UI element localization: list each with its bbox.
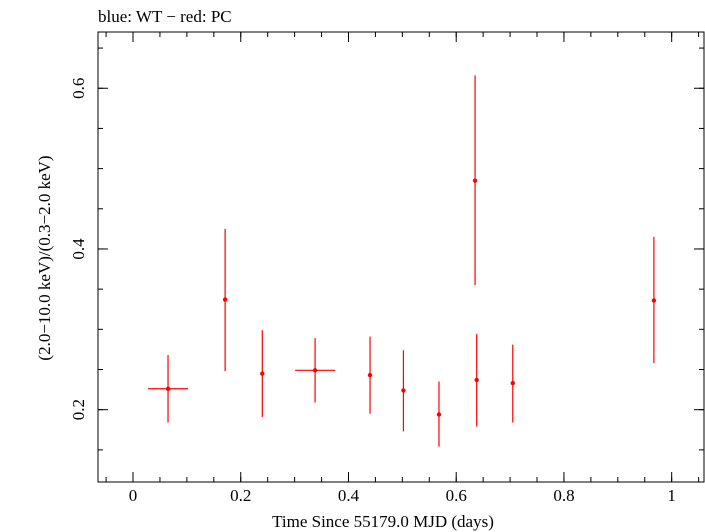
- y-tick-label: 0.6: [69, 78, 88, 99]
- data-point: [651, 236, 657, 364]
- x-axis-label: Time Since 55179.0 MJD (days): [272, 512, 494, 531]
- data-point: [260, 330, 265, 417]
- x-tick-label: 0.4: [338, 486, 360, 505]
- chart-title: blue: WT − red: PC: [98, 7, 232, 26]
- data-marker: [165, 386, 171, 391]
- data-marker: [312, 368, 318, 373]
- data-point: [401, 350, 406, 432]
- data-marker: [367, 372, 373, 378]
- y-tick-label: 0.2: [69, 399, 88, 420]
- x-tick-label: 0.2: [230, 486, 251, 505]
- data-marker: [474, 377, 479, 383]
- plot-frame: [97, 31, 705, 483]
- y-tick-label: 0.4: [69, 238, 88, 260]
- data-point: [295, 338, 336, 403]
- data-marker: [436, 412, 442, 417]
- data-marker: [651, 298, 657, 303]
- x-tick-label: 0.8: [553, 486, 574, 505]
- x-tick-label: 0.6: [446, 486, 467, 505]
- data-marker: [510, 380, 515, 386]
- x-tick-label: 0: [129, 486, 138, 505]
- data-point: [436, 381, 442, 447]
- data-point: [474, 334, 479, 427]
- data-point: [222, 228, 228, 372]
- x-tick-label: 1: [667, 486, 676, 505]
- data-point: [472, 75, 478, 286]
- y-axis-label: (2.0−10.0 keV)/(0.3−2.0 keV): [35, 155, 54, 360]
- data-marker: [472, 178, 478, 183]
- data-point: [510, 344, 515, 423]
- data-marker: [401, 388, 406, 393]
- data-marker: [260, 371, 265, 376]
- data-marker: [222, 297, 228, 302]
- data-point: [148, 355, 188, 423]
- data-point: [367, 336, 373, 414]
